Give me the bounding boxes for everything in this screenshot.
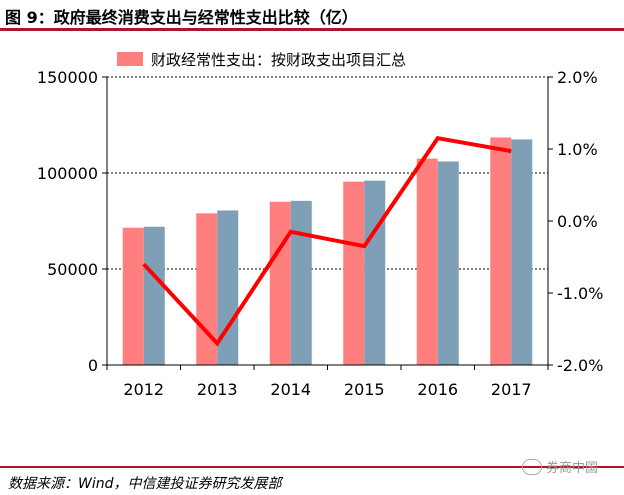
x-tick-label: 2014 [270,380,311,399]
y-tick-label: 150000 [37,68,98,87]
x-tick-label: 2016 [417,380,458,399]
grid-lines [107,76,548,270]
bar-primary [122,227,144,365]
x-tick-label: 2017 [491,380,532,399]
x-tick-label: 2012 [123,380,164,399]
bar-secondary [437,161,459,365]
wechat-icon [521,458,542,475]
axes: 0 50000 100000 150000 -2.0% -1.0% 0.0% 1.0% 2.0%… [37,68,604,399]
y-tick-label: 100000 [37,164,98,183]
bar-primary [416,158,438,365]
watermark: 券商中国 [521,457,598,476]
legend: 财政经常性支出：按财政支出项目汇总 [117,51,406,69]
bar-secondary [290,200,312,365]
bar-secondary [364,180,386,365]
bottom-divider [0,466,624,468]
bar-primary [490,137,512,365]
y2-tick-label: 0.0% [557,212,598,231]
bar-secondary [511,139,533,365]
legend-label: 财政经常性支出：按财政支出项目汇总 [151,51,406,69]
line-series [142,136,512,347]
x-tick-label: 2013 [197,380,238,399]
source-note: 数据来源：Wind，中信建投证券研究发展部 [8,476,282,492]
chart: 0 50000 100000 150000 -2.0% -1.0% 0.0% 1.0% 2.0%… [37,51,604,399]
watermark-text: 券商中国 [545,461,598,476]
figure-title: 图 9：政府最终消费支出与经常性支出比较（亿） [5,8,358,27]
top-divider [0,28,624,31]
y-tick-label: 50000 [47,260,98,279]
y2-tick-label: -1.0% [557,284,603,303]
y2-tick-label: -2.0% [557,356,603,375]
bar-primary [269,201,291,365]
y2-tick-label: 1.0% [557,140,598,159]
bar-secondary [143,226,165,365]
bar-secondary [217,210,239,365]
line-series-path [142,136,512,347]
bar-primary [343,181,365,365]
bars [122,137,533,365]
x-tick-label: 2015 [344,380,385,399]
legend-swatch [117,52,143,66]
y-tick-label: 0 [88,356,98,375]
y2-tick-label: 2.0% [557,68,598,87]
